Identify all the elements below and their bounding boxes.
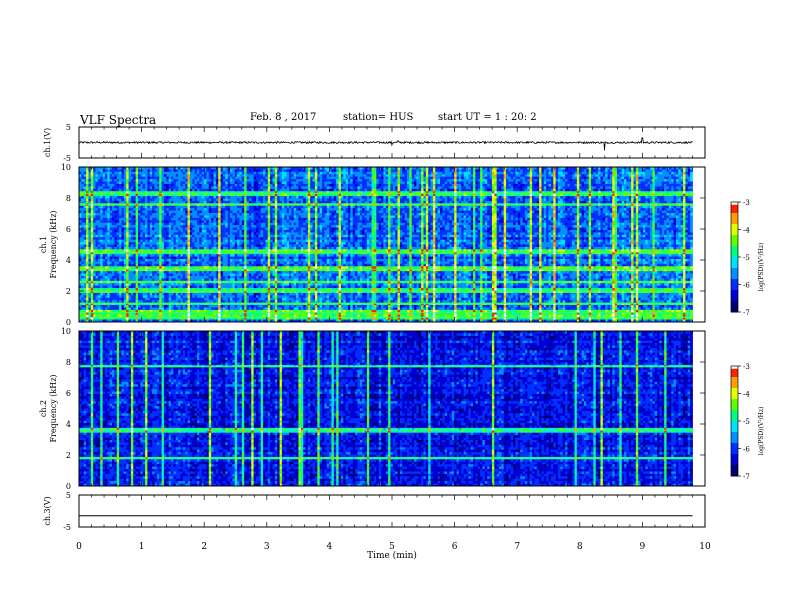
ch2-spectrogram-ylabel-freq: Frequency (kHz): [49, 374, 58, 442]
y-tick-label: 5: [66, 491, 71, 500]
colorbar-tick-label: -6: [743, 282, 750, 290]
colorbar-tick-label: -6: [743, 446, 750, 454]
x-tick-label: 0: [76, 542, 82, 552]
y-tick-label: 8: [66, 194, 71, 203]
y-tick-label: -5: [63, 154, 71, 163]
y-tick-label: 8: [66, 358, 71, 367]
date-label: Feb. 8 , 2017: [250, 112, 316, 123]
ch2-spectrogram-colorbar-label: log(PSD)(V²/Hz): [758, 407, 765, 456]
x-tick-label: 7: [514, 542, 520, 552]
colorbar-tick-label: -3: [743, 199, 750, 207]
ch1-spectrogram-ylabel-channel: ch.1: [39, 236, 48, 253]
colorbar-tick-label: -4: [743, 391, 750, 399]
y-tick-label: 6: [66, 389, 71, 398]
x-tick-label: 10: [699, 542, 711, 552]
y-tick-label: -5: [63, 523, 71, 532]
x-tick-label: 9: [640, 542, 646, 552]
colorbar-tick-label: -7: [743, 473, 750, 481]
y-tick-label: 2: [66, 287, 71, 296]
ch3-waveform-ylabel: ch.3(V): [43, 496, 52, 525]
station-label: station= HUS: [343, 112, 413, 123]
start-time-label: start UT = 1 : 20: 2: [438, 112, 537, 123]
ch1-spectrogram-colorbar-label: log(PSD)(V²/Hz): [758, 243, 765, 292]
x-axis-label: Time (min): [367, 550, 417, 561]
ch1-spectrogram-image: [79, 167, 693, 322]
colorbar-tick-label: -5: [743, 418, 750, 426]
ch1-waveform-trace: [79, 138, 693, 151]
y-tick-label: 0: [66, 318, 71, 327]
y-tick-label: 2: [66, 451, 71, 460]
y-tick-label: 4: [66, 420, 71, 429]
y-tick-label: 4: [66, 256, 71, 265]
ch2-spectrogram-ylabel-channel: ch.2: [39, 400, 48, 417]
x-tick-label: 2: [201, 542, 207, 552]
x-tick-label: 6: [452, 542, 458, 552]
colorbar-tick-label: -3: [743, 363, 750, 371]
colorbar-tick-label: -7: [743, 309, 750, 317]
vlf-figure: 5-5ch.1(V)0246810ch.1 Frequency (kHz)-3-4…: [0, 0, 792, 612]
colorbar-tick-label: -4: [743, 227, 750, 235]
x-tick-label: 4: [327, 542, 333, 552]
y-tick-label: 6: [66, 225, 71, 234]
x-tick-label: 1: [139, 542, 145, 552]
y-tick-label: 5: [66, 123, 71, 132]
colorbar-tick-label: -5: [743, 254, 750, 262]
y-tick-label: 10: [61, 163, 71, 172]
x-tick-label: 3: [264, 542, 270, 552]
x-tick-label: 8: [577, 542, 583, 552]
ch2-spectrogram-image: [79, 331, 693, 486]
ch1-spectrogram-ylabel-freq: Frequency (kHz): [49, 210, 58, 278]
y-tick-label: 0: [66, 482, 71, 491]
ch1-waveform-ylabel: ch.1(V): [43, 128, 52, 157]
y-tick-label: 10: [61, 327, 71, 336]
figure-title: VLF Spectra: [80, 113, 156, 127]
